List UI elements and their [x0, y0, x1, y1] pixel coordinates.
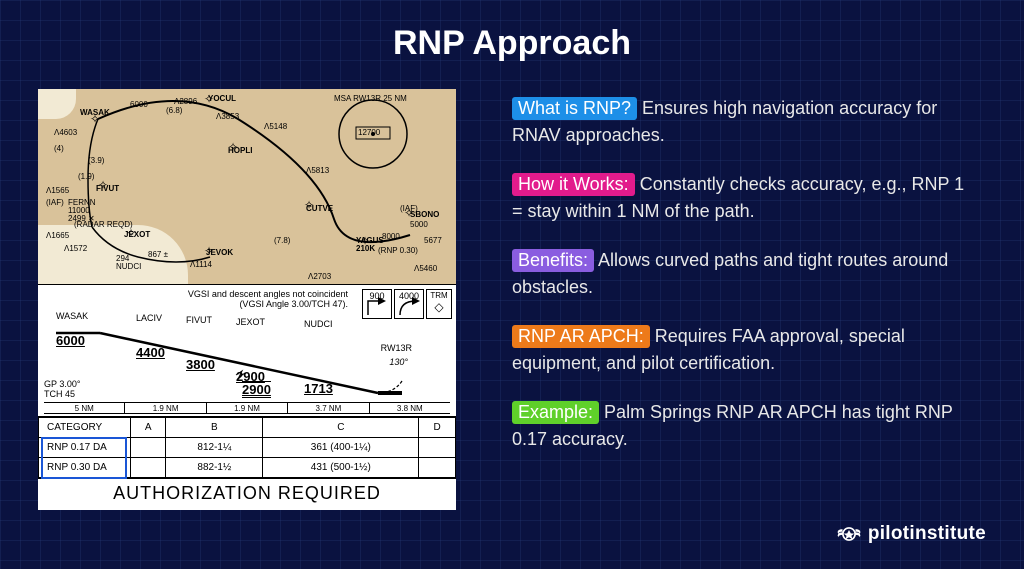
minima-cell: 812-1¼ — [166, 438, 263, 458]
distance-cell: 3.7 NM — [288, 403, 369, 413]
wings-badge-icon — [836, 521, 862, 547]
minima-header-cell: CATEGORY — [39, 418, 131, 438]
planview-label: 5000 — [410, 221, 428, 229]
planview-label: 5677 — [424, 237, 442, 245]
authorization-required-label: AUTHORIZATION REQUIRED — [38, 479, 456, 510]
minima-cell — [419, 438, 456, 458]
profile-waypoint-alt: 3800 — [186, 357, 215, 372]
planview-label: FIVUT — [96, 185, 119, 193]
minima-cell: 431 (500-1½) — [263, 458, 419, 478]
minima-header-cell: C — [263, 418, 419, 438]
profile-waypoint-name: FIVUT — [186, 315, 212, 325]
planview-label: Λ4603 — [54, 129, 77, 137]
bullet-item: Example: Palm Springs RNP AR APCH has ti… — [512, 399, 974, 453]
planview-label: Λ1572 — [64, 245, 87, 253]
distance-cell: 1.9 NM — [207, 403, 288, 413]
profile-waypoint-alt: 4400 — [136, 345, 165, 360]
profile-waypoint-name: NUDCI — [304, 319, 333, 329]
planview-label: YOCUL — [208, 95, 236, 103]
chart-profile: VGSI and descent angles not coincident(V… — [38, 285, 456, 417]
planview-label: 867 ± — [148, 251, 168, 259]
minima-cell — [131, 438, 166, 458]
distance-row: 5 NM1.9 NM1.9 NM3.7 NM3.8 NM — [44, 402, 450, 414]
minima-header-cell: A — [131, 418, 166, 438]
content-row: ✧ ✧ ✧ ✧ ✧ ✧ ✧ ✧ ✧ YOCULWASAKHOPLIFIVUTJE… — [0, 63, 1024, 510]
planview-label: 8000 — [382, 233, 400, 241]
planview-label: Λ1114 — [190, 261, 212, 269]
planview-label: (IAF) — [46, 199, 64, 207]
planview-label: (7.8) — [274, 237, 290, 245]
bullet-item: How it Works: Constantly checks accuracy… — [512, 171, 974, 225]
bullet-tag: Benefits: — [512, 249, 594, 272]
planview-label: Λ1565 — [46, 187, 69, 195]
bullet-item: Benefits: Allows curved paths and tight … — [512, 247, 974, 301]
planview-label: 294NUDCI — [116, 255, 141, 271]
profile-waypoint-alt: 1713 — [304, 381, 333, 396]
profile-second-alt: 2900 — [242, 381, 271, 398]
distance-cell: 1.9 NM — [125, 403, 206, 413]
planview-label: JEVOK — [206, 249, 233, 257]
profile-waypoint-name: WASAK — [56, 311, 88, 321]
minima-header-cell: B — [166, 418, 263, 438]
minima-cell: 882-1½ — [166, 458, 263, 478]
chart-planview: ✧ ✧ ✧ ✧ ✧ ✧ ✧ ✧ ✧ YOCULWASAKHOPLIFIVUTJE… — [38, 89, 456, 285]
page-title: RNP Approach — [0, 0, 1024, 63]
planview-label: (3.9) — [88, 157, 104, 165]
bullet-tag: How it Works: — [512, 173, 635, 196]
planview-label: Λ1665 — [46, 232, 69, 240]
planview-label: Λ2896 — [174, 98, 197, 106]
planview-label: Λ5148 — [264, 123, 287, 131]
minima-table-wrap: CATEGORYABCD RNP 0.17 DA812-1¼361 (400-1… — [38, 417, 456, 479]
rnp-highlight-box — [41, 437, 127, 479]
profile-waypoint-alt: 6000 — [56, 333, 85, 348]
text-column: What is RNP? Ensures high navigation acc… — [512, 89, 974, 510]
planview-label: HOPLI — [228, 147, 252, 155]
bullet-tag: RNP AR APCH: — [512, 325, 650, 348]
planview-label: (1.9) — [78, 173, 94, 181]
planview-label: (4) — [54, 145, 64, 153]
approach-chart: ✧ ✧ ✧ ✧ ✧ ✧ ✧ ✧ ✧ YOCULWASAKHOPLIFIVUTJE… — [38, 89, 456, 510]
planview-label: Λ5460 — [414, 265, 437, 273]
planview-label: Λ5813 — [306, 167, 329, 175]
chart-column: ✧ ✧ ✧ ✧ ✧ ✧ ✧ ✧ ✧ YOCULWASAKHOPLIFIVUTJE… — [38, 89, 456, 510]
distance-cell: 5 NM — [44, 403, 125, 413]
bullet-item: What is RNP? Ensures high navigation acc… — [512, 95, 974, 149]
planview-label: (RNP 0.30) — [378, 247, 418, 255]
profile-waypoint-name: LACIV — [136, 313, 162, 323]
bullet-item: RNP AR APCH: Requires FAA approval, spec… — [512, 323, 974, 377]
gp-label: GP 3.00°TCH 45 — [44, 380, 80, 400]
profile-waypoint-name: JEXOT — [236, 317, 265, 327]
planview-label: Λ2703 — [308, 273, 331, 281]
planview-label: 6000 — [130, 101, 148, 109]
logo-text: pilotinstitute — [868, 523, 986, 545]
minima-header-cell: D — [419, 418, 456, 438]
bullet-tag: What is RNP? — [512, 97, 637, 120]
planview-label: WASAK — [80, 109, 110, 117]
planview-label: 12700 — [358, 129, 380, 137]
planview-label: (6.8) — [166, 107, 182, 115]
planview-label: CUTVE — [306, 205, 333, 213]
minima-cell: 361 (400-1¼) — [263, 438, 419, 458]
planview-label: (IAF) — [400, 205, 418, 213]
planview-label: Λ3853 — [216, 113, 239, 121]
rwy-label: RW13R — [381, 343, 412, 353]
course-label: 130° — [389, 357, 408, 367]
planview-label: (RADAR REQD) — [74, 221, 133, 229]
distance-cell: 3.8 NM — [370, 403, 450, 413]
planview-label: MSA RW13R 25 NM — [334, 95, 407, 103]
minima-cell — [131, 458, 166, 478]
pilotinstitute-logo: pilotinstitute — [836, 521, 986, 547]
planview-label: JEXOT — [124, 231, 150, 239]
bullet-tag: Example: — [512, 401, 599, 424]
minima-cell — [419, 458, 456, 478]
